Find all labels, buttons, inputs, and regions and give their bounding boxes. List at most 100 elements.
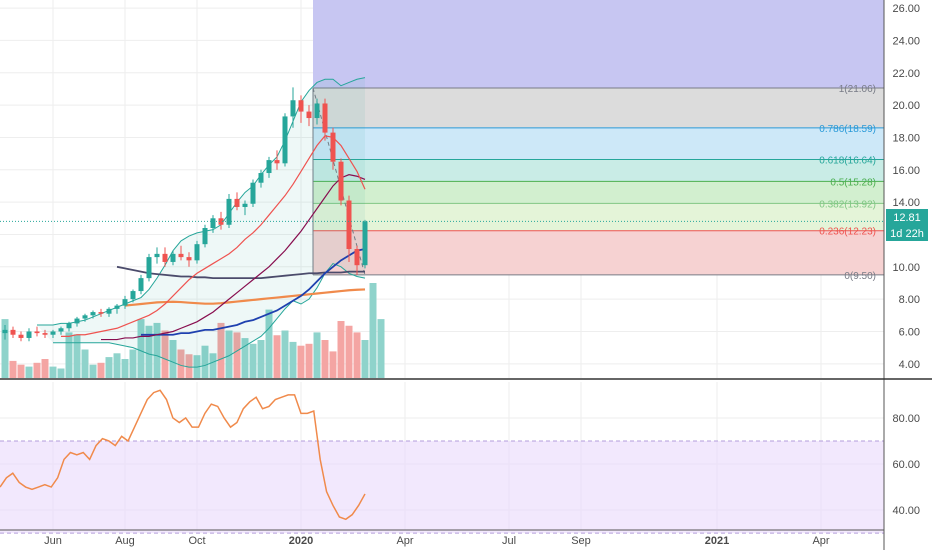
candle-body	[202, 228, 208, 245]
candle-body	[322, 103, 328, 133]
volume-bar	[145, 325, 153, 378]
bb-upper-line	[37, 77, 366, 326]
fibonacci-retracement[interactable]	[312, 0, 884, 276]
time-tick-label: Sep	[571, 535, 591, 547]
volume-bar	[177, 349, 185, 378]
candle-body	[282, 116, 288, 164]
candle-body	[170, 253, 176, 262]
rsi-band	[0, 440, 884, 534]
rsi-tick-label: 60.00	[892, 459, 920, 471]
rsi-tick-label: 40.00	[892, 505, 920, 517]
candle-body	[354, 249, 360, 266]
volume-bar	[281, 330, 289, 378]
candle-body	[274, 160, 280, 164]
candle-body	[18, 334, 24, 338]
volume-bar	[97, 362, 105, 378]
volume-bar	[57, 368, 65, 378]
price-tick-label: 26.00	[892, 3, 920, 15]
bb-fill	[37, 77, 365, 368]
volume-bar	[217, 322, 225, 378]
candle-body	[242, 203, 248, 207]
volume-bar	[81, 349, 89, 378]
volume-bar	[361, 340, 369, 378]
candle-body	[298, 100, 304, 112]
price-tick-label: 8.00	[899, 294, 920, 306]
candle-body	[210, 218, 216, 228]
volume-bar	[65, 332, 73, 378]
volume-bar	[337, 321, 345, 378]
countdown-badge	[886, 225, 928, 241]
candle-body	[306, 111, 312, 119]
time-tick-label: Apr	[812, 535, 829, 547]
price-tick-label: 18.00	[892, 132, 920, 144]
volume-bar	[209, 353, 217, 378]
volume-bar	[153, 322, 161, 378]
time-tick-label: Oct	[188, 535, 205, 547]
volume-bar	[129, 349, 137, 378]
candle-body	[234, 198, 240, 207]
volume-bar	[17, 364, 25, 378]
fib-level-label: 0.382(13.92)	[819, 199, 876, 210]
ma-long-line	[116, 265, 365, 280]
fib-top-zone	[313, 0, 884, 88]
fibonacci-labels: 1(21.06) 0.786(18.59) 0.618(16.64) 0.5(15.2…	[819, 84, 876, 282]
volume-bar	[233, 332, 241, 378]
volume-bar	[41, 359, 49, 378]
volume-bar	[297, 345, 305, 378]
fib-level-label: 0.786(18.59)	[819, 124, 876, 135]
candle-body	[114, 305, 120, 309]
volume-bar	[329, 351, 337, 378]
ema-blue-line	[141, 248, 366, 336]
time-tick-label: 2021	[705, 535, 729, 547]
candle-body	[138, 278, 144, 292]
volume-bar	[137, 319, 145, 378]
candle-body	[130, 291, 136, 300]
fib-level-label: 0.5(15.28)	[830, 177, 876, 188]
rsi-tick-label: 80.00	[892, 413, 920, 425]
volume-bar	[321, 340, 329, 378]
candle-body	[258, 173, 264, 183]
countdown-text: 1d 22h	[890, 228, 924, 240]
candle-body	[26, 331, 32, 338]
volume-bar	[105, 357, 113, 378]
fib-level-label: 0.618(16.64)	[819, 155, 876, 166]
candle-body	[162, 253, 168, 262]
candle-body	[194, 244, 200, 261]
time-tick-label: Jun	[44, 535, 62, 547]
volume-bar	[201, 345, 209, 378]
fib-zone	[313, 127, 884, 160]
volume-bar	[345, 325, 353, 378]
volume-bar	[89, 364, 97, 378]
candle-body	[338, 161, 344, 201]
ema-short-line	[61, 135, 366, 337]
fib-level-label: 0(9.50)	[844, 271, 876, 282]
time-axis[interactable]: Jun Aug Oct 2020 Apr Jul Sep 2021 Apr	[44, 535, 830, 547]
rsi-panel	[0, 389, 884, 534]
candle-body	[250, 182, 256, 204]
current-price-badge	[886, 209, 928, 225]
volume-bar	[1, 319, 9, 378]
fib-zone	[313, 181, 884, 204]
candle-body	[178, 253, 184, 258]
volume-bar	[113, 353, 121, 378]
candle-body	[66, 323, 72, 329]
price-tick-label: 22.00	[892, 68, 920, 80]
volume-bar	[49, 366, 57, 378]
candle-body	[82, 315, 88, 319]
bollinger-bands	[37, 77, 366, 368]
candle-body	[98, 312, 104, 314]
candle-body	[90, 312, 96, 316]
volume-bar	[225, 330, 233, 378]
candle-body	[218, 218, 224, 225]
ema-mid-line	[101, 174, 366, 341]
candle-body	[146, 257, 152, 279]
candle-body	[346, 200, 352, 250]
candle-body	[226, 198, 232, 225]
candle-body	[290, 100, 296, 117]
price-tick-label: 6.00	[899, 326, 920, 338]
volume-bar	[265, 309, 273, 378]
candle-body	[154, 253, 160, 258]
rsi-line	[0, 389, 366, 521]
volume-bar	[25, 366, 33, 378]
price-axis[interactable]: 26.0024.0022.0020.0018.0016.0014.0012.00…	[892, 3, 920, 517]
